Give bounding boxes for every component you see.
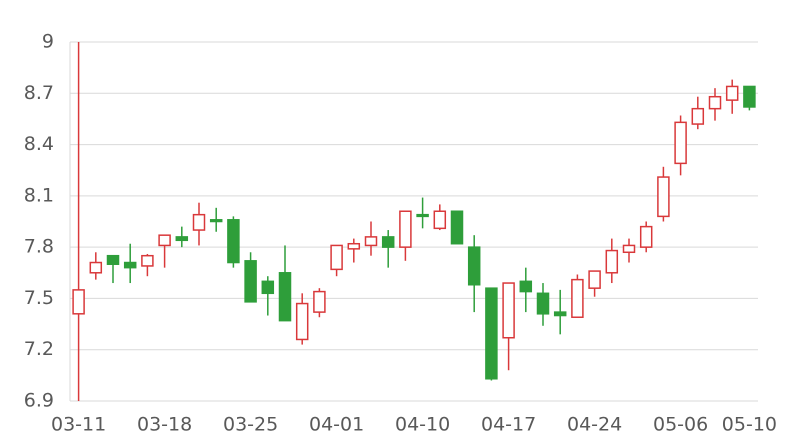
y-tick-label: 8.4 [24,133,54,155]
body [485,287,498,380]
body [158,234,171,247]
body [227,219,240,264]
x-tick-label: 04-24 [567,414,622,436]
y-tick-label: 8.1 [24,184,54,206]
body [123,261,137,269]
body [622,244,636,254]
body [175,236,189,242]
body [691,107,705,125]
y-tick-label: 8.7 [24,82,54,104]
body [657,176,670,218]
body [209,219,223,223]
body [605,249,619,274]
body [502,282,515,339]
y-tick-label: 7.8 [24,236,54,258]
body [433,210,447,230]
body [708,95,722,110]
body [89,261,103,274]
body [192,213,206,231]
body [553,311,567,317]
body [278,272,292,322]
body [72,289,85,315]
x-tick-label: 04-01 [309,414,364,436]
x-tick-label: 04-17 [481,414,536,436]
body [674,121,687,165]
body [141,254,154,267]
y-tick-label: 9 [42,31,54,53]
x-tick-label: 03-11 [51,414,106,436]
body [106,254,120,265]
body [588,270,601,289]
x-tick-label: 05-06 [653,414,708,436]
body [467,246,481,286]
y-tick-label: 6.9 [24,390,54,412]
x-tick-label: 03-18 [137,414,192,436]
x-tick-label: 04-10 [395,414,450,436]
body [244,260,257,303]
body [725,85,739,101]
body [330,244,343,271]
body [381,236,395,248]
body [313,290,326,313]
body [416,213,429,218]
body [347,242,361,250]
x-tick-label: 03-25 [223,414,278,436]
body [295,302,309,341]
x-tick-label: 05-10 [722,414,777,436]
body [399,210,412,248]
body [450,210,464,245]
body [743,85,756,108]
body [519,280,533,293]
y-tick-label: 7.5 [24,287,54,309]
body [261,280,275,295]
y-tick-label: 7.2 [24,338,54,360]
body [639,225,653,248]
body [571,278,584,318]
body [364,236,378,247]
body [536,292,550,315]
